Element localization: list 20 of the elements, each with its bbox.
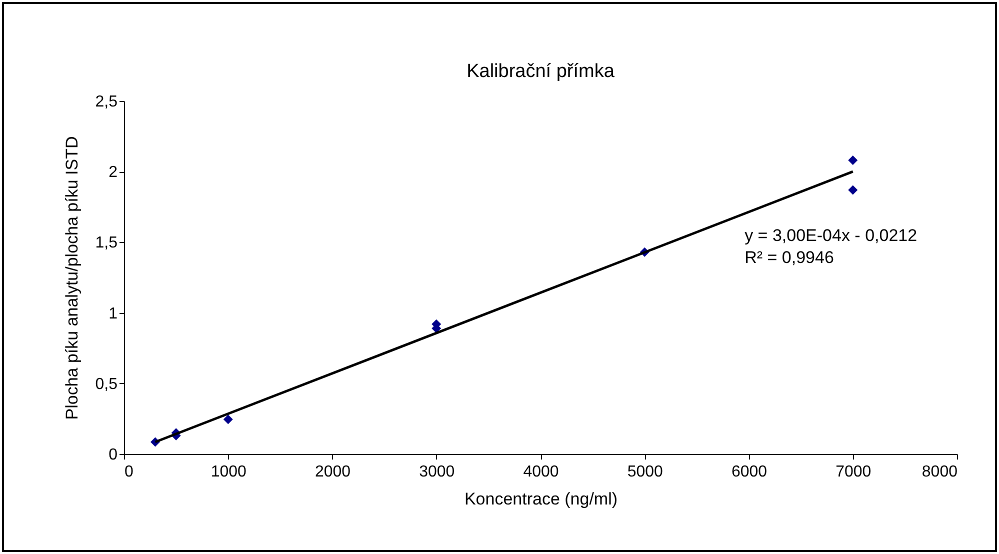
annotation: R² = 0,9946 <box>744 248 834 268</box>
y-tick-label: 0,5 <box>95 376 118 393</box>
x-tick-label: 8000 <box>922 464 958 480</box>
x-tick-label: 0 <box>124 464 134 480</box>
y-tick-label: 1 <box>108 305 118 322</box>
y-tick-label: 2,5 <box>95 94 118 110</box>
x-tick-label: 4000 <box>523 464 559 480</box>
y-axis-title: Plocha píku analytu/plocha píku ISTD <box>62 136 82 420</box>
y-tick-label: 1,5 <box>95 234 118 252</box>
y-tick-label: 0 <box>108 446 118 464</box>
x-tick-label: 3000 <box>419 464 455 480</box>
y-tick-label: 2 <box>108 164 118 182</box>
x-axis-title: Koncentrace (ng/ml) <box>464 490 618 508</box>
x-tick-label: 2000 <box>314 464 351 480</box>
x-tick-label: 1000 <box>210 464 247 480</box>
x-tick-label: 7000 <box>836 464 872 480</box>
annotation: y = 3,00E-04x - 0,0212 <box>744 226 918 246</box>
chart-title: Kalibrační přímka <box>466 61 615 82</box>
x-tick-label: 6000 <box>731 464 768 480</box>
x-tick-label: 5000 <box>627 464 664 480</box>
